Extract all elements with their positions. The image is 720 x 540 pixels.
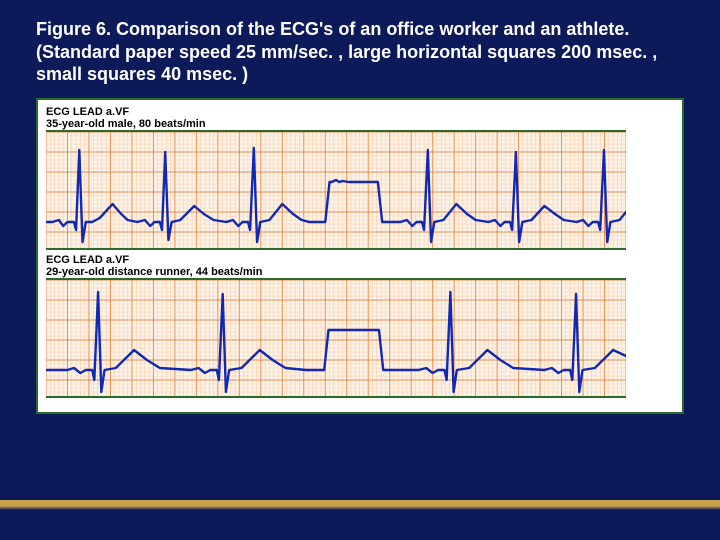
lead-label-bottom: ECG LEAD a.VF	[46, 254, 674, 266]
slide: Figure 6. Comparison of the ECG's of an …	[0, 0, 720, 540]
ecg-block-bottom: ECG LEAD a.VF 29-year-old distance runne…	[46, 254, 674, 398]
ecg-strip-top	[46, 130, 626, 250]
figure-caption: Figure 6. Comparison of the ECG's of an …	[36, 18, 684, 86]
ecg-panel: ECG LEAD a.VF 35-year-old male, 80 beats…	[36, 98, 684, 414]
lead-label-top: ECG LEAD a.VF	[46, 106, 674, 118]
subject-label-top: 35-year-old male, 80 beats/min	[46, 118, 674, 130]
ecg-block-top: ECG LEAD a.VF 35-year-old male, 80 beats…	[46, 106, 674, 250]
ecg-strip-bottom	[46, 278, 626, 398]
decorative-ribbon	[0, 500, 720, 510]
subject-label-bottom: 29-year-old distance runner, 44 beats/mi…	[46, 266, 674, 278]
